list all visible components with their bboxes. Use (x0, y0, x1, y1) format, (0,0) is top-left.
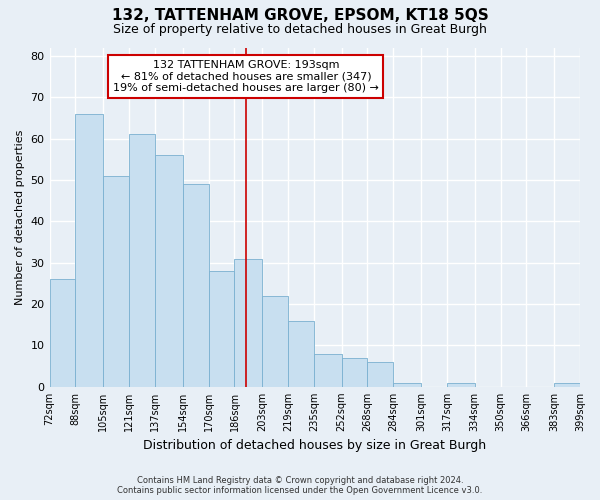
Bar (155, 155, 182, 387)
Bar (367, 362, 394, 387)
Bar (103, 176, 129, 387)
Bar (394, 382, 421, 387)
Bar (182, 184, 209, 387)
Text: Contains HM Land Registry data © Crown copyright and database right 2024.
Contai: Contains HM Land Registry data © Crown c… (118, 476, 482, 495)
Bar (235, 258, 262, 387)
X-axis label: Distribution of detached houses by size in Great Burgh: Distribution of detached houses by size … (143, 440, 487, 452)
Bar (76, 114, 103, 387)
Bar (447, 382, 475, 387)
Bar (341, 358, 367, 387)
Bar (129, 134, 155, 387)
Bar (262, 296, 288, 387)
Text: 132, TATTENHAM GROVE, EPSOM, KT18 5QS: 132, TATTENHAM GROVE, EPSOM, KT18 5QS (112, 8, 488, 22)
Text: 132 TATTENHAM GROVE: 193sqm
← 81% of detached houses are smaller (347)
19% of se: 132 TATTENHAM GROVE: 193sqm ← 81% of det… (113, 60, 379, 93)
Bar (209, 271, 235, 387)
Text: Size of property relative to detached houses in Great Burgh: Size of property relative to detached ho… (113, 22, 487, 36)
Bar (314, 354, 341, 387)
Y-axis label: Number of detached properties: Number of detached properties (15, 130, 25, 305)
Bar (554, 382, 580, 387)
Bar (50, 279, 76, 387)
Bar (288, 320, 314, 387)
